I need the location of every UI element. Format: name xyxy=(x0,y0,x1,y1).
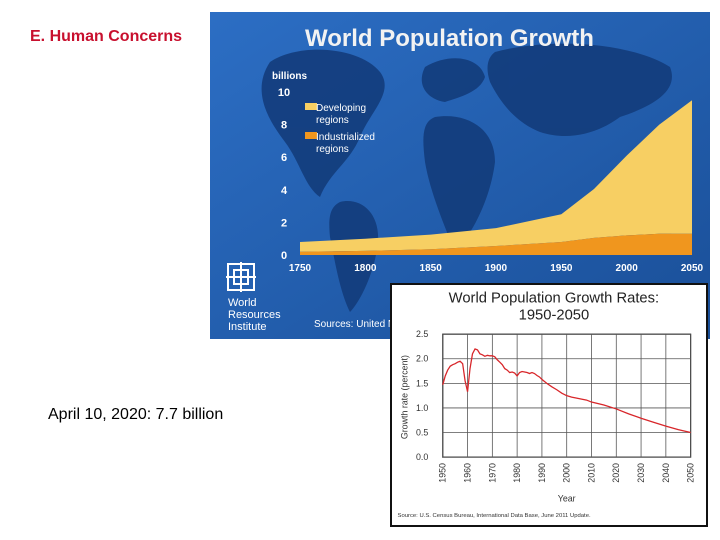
chart1-y-tick-label: 8 xyxy=(281,120,287,132)
area-developing-regions xyxy=(300,100,692,252)
slide-title: E. Human Concerns xyxy=(30,28,183,45)
chart2-x-tick-label: 2000 xyxy=(562,463,572,483)
chart2-source: Source: U.S. Census Bureau, Internationa… xyxy=(398,513,591,519)
chart1-y-tick-label: 6 xyxy=(281,152,287,164)
chart2-title-line-2: 1950-2050 xyxy=(519,307,590,323)
chart2-x-tick-label: 2020 xyxy=(611,463,621,483)
chart1-x-tick-label: 2000 xyxy=(616,263,639,274)
legend-label-industrialized-1: Industrialized xyxy=(316,132,375,143)
legend-swatch-industrialized xyxy=(305,132,317,139)
chart2-line xyxy=(442,348,691,434)
chart2-y-ticks: 0.0 0.5 1.0 1.5 2.0 2.5 xyxy=(416,329,428,462)
chart2-x-tick-label: 1960 xyxy=(463,463,473,483)
chart1-x-tick-label: 1900 xyxy=(485,263,508,274)
legend-label-developing-2: regions xyxy=(316,115,349,126)
chart1-title: World Population Growth xyxy=(305,25,594,52)
chart1-x-ticks: 1750 1800 1850 1900 1950 2000 2050 xyxy=(289,263,704,274)
chart2-x-tick-label: 1950 xyxy=(438,463,448,483)
wri-logo-line-3: Institute xyxy=(228,321,267,333)
chart2-x-tick-label: 1980 xyxy=(512,463,522,483)
chart1-areas xyxy=(300,100,692,255)
chart2-x-tick-label: 1990 xyxy=(537,463,547,483)
chart2-y-tick-label: 0.5 xyxy=(416,427,428,437)
chart2-y-tick-label: 2.5 xyxy=(416,329,428,339)
chart1-ylabel: billions xyxy=(272,71,307,82)
chart2-x-tick-label: 2040 xyxy=(661,463,671,483)
population-growth-chart: World Population Growth billions 0 2 4 6 8 10… xyxy=(210,12,710,339)
chart2-x-tick-label: 2050 xyxy=(686,463,696,483)
chart2-y-tick-label: 2.0 xyxy=(416,354,428,364)
wri-logo: World Resources Institute xyxy=(226,262,281,333)
growth-rate-line xyxy=(442,348,691,434)
chart2-ylabel: Growth rate (percent) xyxy=(399,355,409,439)
chart1-source: Sources: United Na xyxy=(314,319,401,330)
chart2-y-tick-label: 1.5 xyxy=(416,378,428,388)
chart2-title-line-1: World Population Growth Rates: xyxy=(449,291,659,307)
chart1-x-tick-label: 1850 xyxy=(420,263,443,274)
chart1-y-tick-label: 2 xyxy=(281,217,287,229)
legend-label-industrialized-2: regions xyxy=(316,144,349,155)
population-note: April 10, 2020: 7.7 billion xyxy=(48,406,224,423)
chart2-y-tick-label: 0.0 xyxy=(416,452,428,462)
chart2-x-tick-label: 2030 xyxy=(636,463,646,483)
chart1-legend: Developing regions Industrialized region… xyxy=(305,103,375,155)
chart2-x-tick-label: 2010 xyxy=(586,463,596,483)
growth-rate-chart: World Population Growth Rates: 1950-2050… xyxy=(390,283,708,527)
chart1-y-tick-label: 4 xyxy=(281,185,288,197)
wri-logo-line-2: Resources xyxy=(228,309,281,321)
chart2-y-tick-label: 1.0 xyxy=(416,403,428,413)
area-industrialized-regions xyxy=(300,233,692,255)
chart2-x-tick-label: 1970 xyxy=(487,463,497,483)
chart2-x-ticks: 1950 1960 1970 1980 1990 2000 2010 2020 2030 2040… xyxy=(438,463,696,483)
chart1-y-tick-label: 0 xyxy=(281,250,287,262)
wri-logo-line-1: World xyxy=(228,297,257,309)
chart1-x-tick-label: 2050 xyxy=(681,263,704,274)
legend-swatch-developing xyxy=(305,103,317,110)
chart2-xlabel: Year xyxy=(558,493,576,503)
legend-label-developing-1: Developing xyxy=(316,103,366,114)
chart1-x-tick-label: 1950 xyxy=(550,263,573,274)
wri-logo-mark xyxy=(226,262,256,292)
chart1-y-ticks: 0 2 4 6 8 10 xyxy=(278,87,290,262)
chart1-x-tick-label: 1800 xyxy=(354,263,377,274)
chart1-y-tick-label: 10 xyxy=(278,87,290,99)
chart1-x-tick-label: 1750 xyxy=(289,263,312,274)
